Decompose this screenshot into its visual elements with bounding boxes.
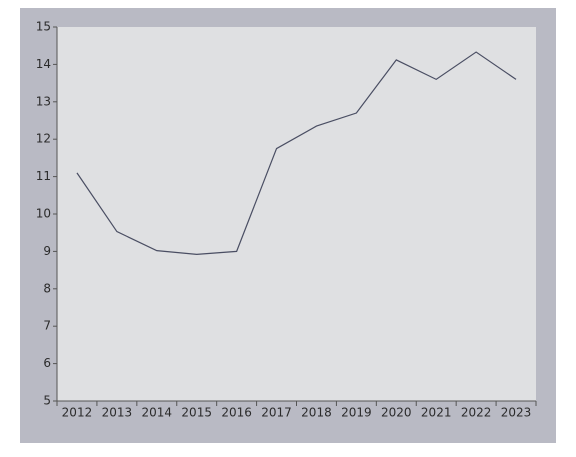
x-tick-label: 2019 [341, 406, 372, 420]
plot-area [57, 27, 536, 401]
x-tick-label: 2023 [501, 406, 532, 420]
x-tick-label: 2022 [461, 406, 492, 420]
x-tick-label: 2013 [102, 406, 133, 420]
y-tick-label: 7 [43, 319, 51, 333]
y-tick-label: 5 [43, 394, 51, 408]
y-tick-label: 10 [36, 207, 51, 221]
x-tick-label: 2016 [221, 406, 252, 420]
x-tick-label: 2018 [301, 406, 332, 420]
x-tick-label: 2017 [261, 406, 292, 420]
y-tick-label: 12 [36, 132, 51, 146]
x-tick-label: 2014 [142, 406, 173, 420]
y-tick-label: 9 [43, 244, 51, 258]
y-tick-label: 6 [43, 356, 51, 370]
data-line [76, 51, 517, 255]
y-tick-label: 8 [43, 281, 51, 295]
x-tick-label: 2020 [381, 406, 412, 420]
x-tick-label: 2015 [181, 406, 212, 420]
y-tick-label: 11 [36, 169, 51, 183]
y-tick-label: 15 [36, 20, 51, 34]
x-tick-label: 2021 [421, 406, 452, 420]
x-tick-label: 2012 [62, 406, 93, 420]
y-tick-label: 13 [36, 94, 51, 108]
y-tick-label: 14 [36, 57, 51, 71]
